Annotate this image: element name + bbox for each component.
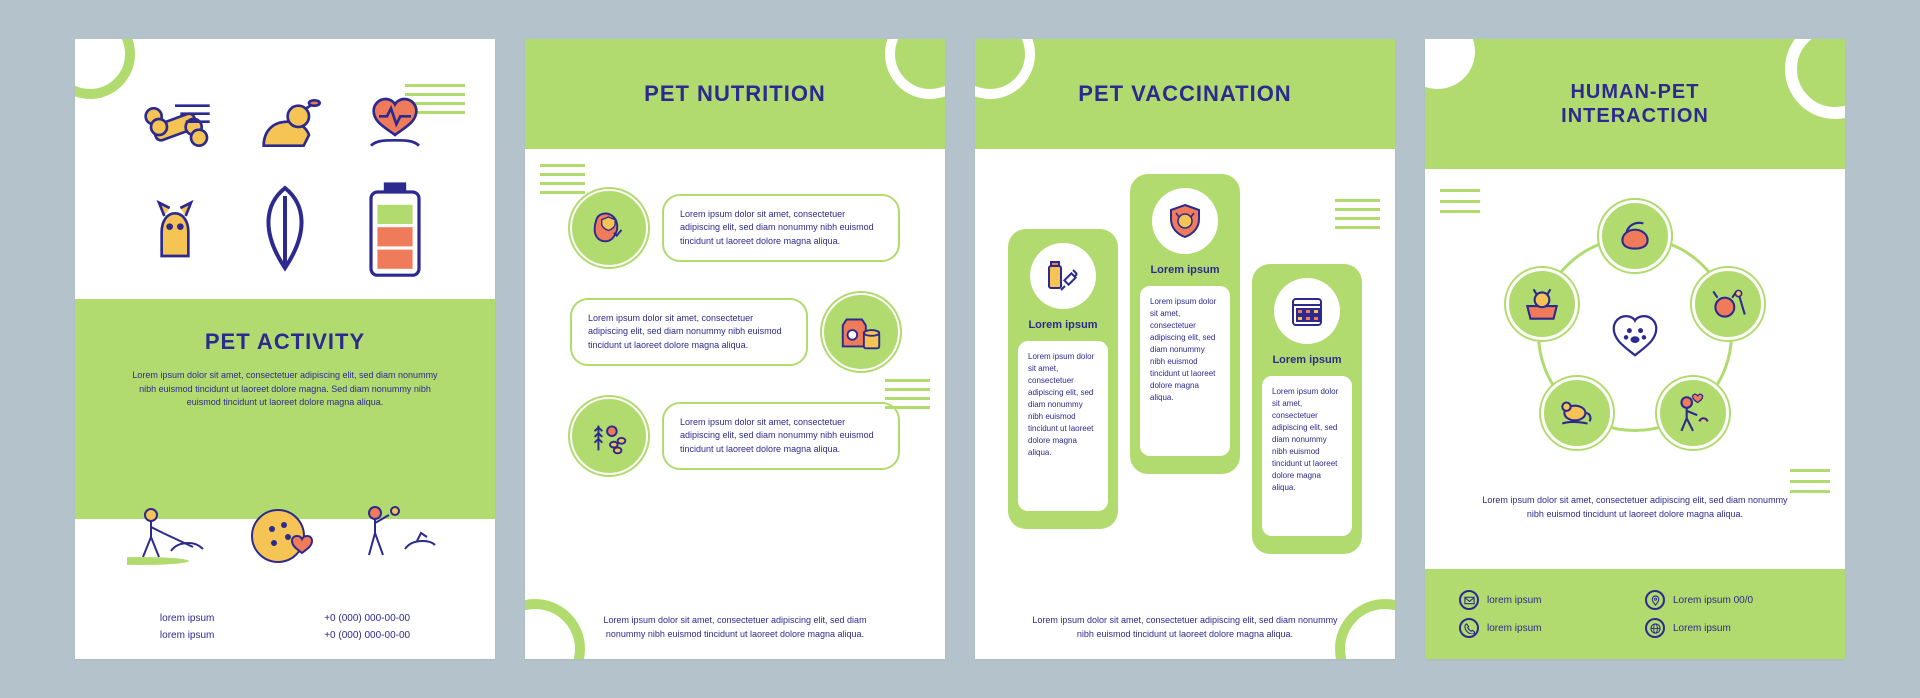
column: Lorem ipsum Lorem ipsum dolor sit amet, … — [1252, 264, 1362, 554]
decor-circle — [1785, 39, 1845, 119]
ball-heart-icon — [240, 501, 330, 571]
mouse-hand-icon — [1541, 377, 1613, 449]
panel-title: HUMAN-PET INTERACTION — [1561, 80, 1709, 128]
footer-text: Lorem ipsum — [1673, 623, 1731, 634]
footer-text: Lorem ipsum 00/0 — [1673, 595, 1753, 606]
footer-item: Lorem ipsum 00/0 — [1645, 590, 1811, 610]
top-icon-grid — [75, 79, 495, 279]
panel-pet-vaccination: PET VACCINATION Lorem ipsum Lorem ipsum … — [975, 39, 1395, 659]
panel-header: PET VACCINATION — [975, 39, 1395, 149]
phone-icon — [1459, 618, 1479, 638]
list-item: Lorem ipsum dolor sit amet, consectetuer… — [570, 189, 900, 267]
footer-item: lorem ipsum — [1459, 590, 1625, 610]
dog-groom-icon — [1692, 268, 1764, 340]
pet-food-icon — [822, 293, 900, 371]
person-cat-icon — [1657, 377, 1729, 449]
item-text: Lorem ipsum dolor sit amet, consectetuer… — [570, 298, 808, 367]
footer-text: lorem ipsum — [1487, 595, 1541, 606]
item-list: Lorem ipsum dolor sit amet, consectetuer… — [525, 189, 945, 475]
dog-bath-icon — [1506, 268, 1578, 340]
panel-body: Lorem ipsum dolor sit amet, consectetuer… — [1425, 494, 1845, 521]
footer-item: lorem ipsum — [1459, 618, 1625, 638]
panel-footer-text: Lorem ipsum dolor sit amet, consectetuer… — [525, 614, 945, 641]
decor-lines — [1440, 189, 1480, 213]
contact-text: lorem ipsum — [160, 613, 214, 624]
panel-title: PET ACTIVITY — [125, 329, 445, 355]
cat-icon — [135, 192, 215, 272]
list-item: Lorem ipsum dolor sit amet, consectetuer… — [570, 397, 900, 475]
panel-body: Lorem ipsum dolor sit amet, consectetuer… — [125, 369, 445, 410]
calendar-check-icon — [1274, 278, 1340, 344]
column-text: Lorem ipsum dolor sit amet, consectetuer… — [1140, 286, 1230, 456]
pin-icon — [1645, 590, 1665, 610]
panel-pet-nutrition: PET NUTRITION Lorem ipsum dolor sit amet… — [525, 39, 945, 659]
column-text: Lorem ipsum dolor sit amet, consectetuer… — [1262, 376, 1352, 536]
walk-dog-icon — [127, 501, 217, 571]
panel-header: HUMAN-PET INTERACTION — [1425, 39, 1845, 169]
contact-row: lorem ipsum lorem ipsum +0 (000) 000-00-… — [75, 613, 495, 641]
heart-hand-icon — [355, 87, 435, 167]
decor-circle — [975, 39, 1035, 99]
grains-icon — [570, 397, 648, 475]
decor-lines — [1790, 469, 1830, 493]
stomach-shield-icon — [570, 189, 648, 267]
item-text: Lorem ipsum dolor sit amet, consectetuer… — [662, 194, 900, 263]
bone-icon — [135, 87, 215, 167]
contact-phone: +0 (000) 000-00-00 — [324, 613, 410, 624]
panel-title: PET NUTRITION — [644, 81, 826, 107]
column-text: Lorem ipsum dolor sit amet, consectetuer… — [1018, 341, 1108, 511]
mail-icon — [1459, 590, 1479, 610]
globe-icon — [1645, 618, 1665, 638]
leaf-icon — [245, 192, 325, 272]
decor-circle — [1425, 39, 1475, 89]
column: Lorem ipsum Lorem ipsum dolor sit amet, … — [1130, 174, 1240, 474]
column-label: Lorem ipsum — [1272, 354, 1341, 366]
column-label: Lorem ipsum — [1028, 319, 1097, 331]
decor-circle — [885, 39, 945, 99]
panel-title: PET VACCINATION — [1078, 81, 1291, 107]
contact-text: lorem ipsum — [160, 630, 214, 641]
hand-pet-icon — [1599, 200, 1671, 272]
column-row: Lorem ipsum Lorem ipsum dolor sit amet, … — [975, 174, 1395, 574]
dog-shield-icon — [1152, 188, 1218, 254]
footer-text: lorem ipsum — [1487, 623, 1541, 634]
item-text: Lorem ipsum dolor sit amet, consectetuer… — [662, 402, 900, 471]
list-item: Lorem ipsum dolor sit amet, consectetuer… — [570, 293, 900, 371]
column-label: Lorem ipsum — [1150, 264, 1219, 276]
panel-footer-text: Lorem ipsum dolor sit amet, consectetuer… — [975, 614, 1395, 641]
panel-footer: lorem ipsum Lorem ipsum 00/0 lorem ipsum… — [1425, 569, 1845, 659]
bottom-icon-row — [75, 491, 495, 581]
dog-fetch-icon — [245, 87, 325, 167]
paw-heart-icon — [1607, 306, 1663, 362]
contact-phone: +0 (000) 000-00-00 — [324, 630, 410, 641]
vial-syringe-icon — [1030, 243, 1096, 309]
footer-item: Lorem ipsum — [1645, 618, 1811, 638]
column: Lorem ipsum Lorem ipsum dolor sit amet, … — [1008, 229, 1118, 529]
panel-pet-activity: PET ACTIVITY Lorem ipsum dolor sit amet,… — [75, 39, 495, 659]
battery-icon — [355, 192, 435, 272]
panel-header: PET NUTRITION — [525, 39, 945, 149]
play-fetch-icon — [353, 501, 443, 571]
title-block: PET ACTIVITY Lorem ipsum dolor sit amet,… — [75, 299, 495, 519]
panel-human-pet-interaction: HUMAN-PET INTERACTION Lorem ipsum dolor … — [1425, 39, 1845, 659]
icon-ring — [1495, 194, 1775, 474]
